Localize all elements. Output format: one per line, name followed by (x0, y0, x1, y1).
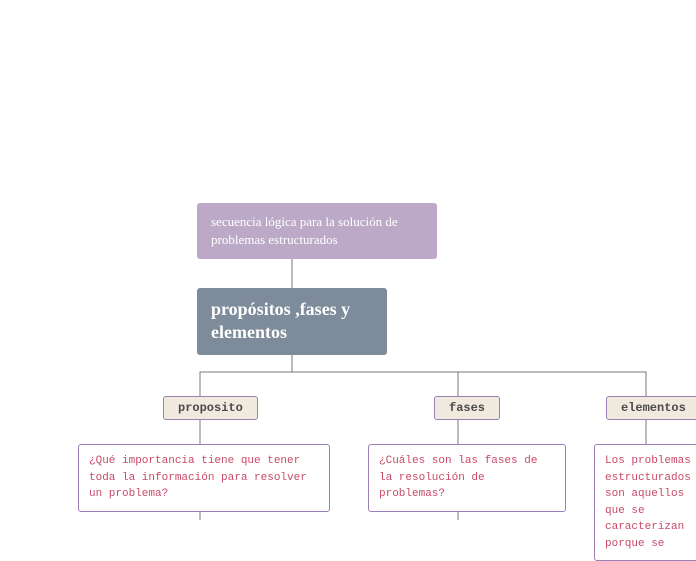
branch1-text: proposito (178, 401, 243, 415)
leaf-node-3[interactable]: Los problemas estructurados son aquellos… (594, 444, 696, 561)
root-node[interactable]: secuencia lógica para la solución de pro… (197, 203, 437, 259)
leaf3-text: Los problemas estructurados son aquellos… (605, 455, 691, 550)
main-node[interactable]: propósitos ,fases y elementos (197, 288, 387, 355)
connector-lines (0, 0, 696, 520)
branch-node-elementos[interactable]: elementos (606, 396, 696, 420)
branch-node-proposito[interactable]: proposito (163, 396, 258, 420)
leaf-node-1[interactable]: ¿Qué importancia tiene que tener toda la… (78, 444, 330, 512)
root-node-text: secuencia lógica para la solución de pro… (211, 214, 398, 247)
leaf1-text: ¿Qué importancia tiene que tener toda la… (89, 455, 307, 500)
branch3-text: elementos (621, 401, 686, 415)
branch-node-fases[interactable]: fases (434, 396, 500, 420)
leaf2-text: ¿Cuáles son las fases de la resolución d… (379, 455, 537, 500)
leaf-node-2[interactable]: ¿Cuáles son las fases de la resolución d… (368, 444, 566, 512)
branch2-text: fases (449, 401, 485, 415)
main-node-text: propósitos ,fases y elementos (211, 299, 350, 342)
